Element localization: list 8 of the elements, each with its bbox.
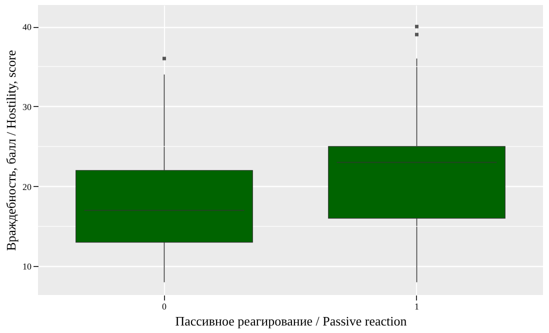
y-tick-label: 30 xyxy=(22,102,32,112)
y-tick-label: 10 xyxy=(22,262,32,272)
y-tick-label: 40 xyxy=(22,22,32,32)
y-tick-label: 20 xyxy=(22,182,32,192)
x-tick-label: 0 xyxy=(162,302,167,312)
x-tick-label: 1 xyxy=(414,302,419,312)
x-axis-title: Пассивное реагирование / Passive reaction xyxy=(175,314,408,328)
y-axis-title: Враждебность, балл / Hostility, score xyxy=(4,50,18,251)
